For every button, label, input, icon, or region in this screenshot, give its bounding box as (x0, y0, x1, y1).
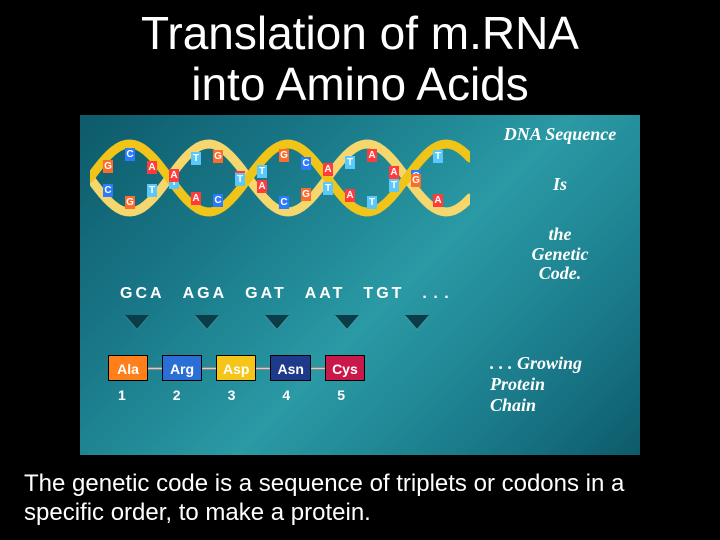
genetic-code-diagram: GCCGATTATAGCATTAGCCGTATAATATCGTA DNA Seq… (80, 115, 640, 455)
position-numbers: 1 2 3 4 5 (118, 387, 478, 403)
base-top: A (389, 166, 399, 179)
position-number: 5 (337, 387, 345, 403)
base-bottom: A (169, 169, 179, 182)
amino-acid-box: Arg (162, 355, 202, 381)
dna-sequence-label: DNA Sequence (490, 125, 630, 145)
codon: TGT (363, 285, 404, 303)
chain-link (148, 367, 162, 370)
chain-link (256, 367, 270, 370)
title-line-1: Translation of m.RNA (141, 7, 579, 59)
down-arrow-icon (405, 315, 429, 329)
amino-acid-box: Cys (325, 355, 365, 381)
base-bottom: T (147, 184, 157, 197)
is-label: Is (490, 175, 630, 195)
base-top: T (345, 156, 355, 169)
base-top: T (323, 182, 333, 195)
down-arrow-icon (265, 315, 289, 329)
amino-acid-box: Asp (216, 355, 256, 381)
base-bottom: A (191, 192, 201, 205)
protein-chain: Ala Arg Asp Asn Cys (108, 355, 488, 381)
dna-helix: GCCGATTATAGCATTAGCCGTATAATATCGTA (90, 123, 470, 233)
codon: AGA (183, 285, 228, 303)
base-bottom: A (323, 163, 333, 176)
base-top: G (279, 149, 289, 162)
side-labels-top: DNA Sequence Is the Genetic Code. (490, 125, 630, 298)
base-bottom: T (389, 179, 399, 192)
base-bottom: A (433, 194, 443, 207)
codon: GCA (120, 285, 165, 303)
codon-dots: . . . (422, 285, 449, 303)
base-bottom: A (257, 180, 267, 193)
base-top: A (367, 149, 377, 162)
position-number: 3 (228, 387, 236, 403)
position-number: 2 (173, 387, 181, 403)
base-top: G (103, 160, 113, 173)
amino-acid-box: Asn (270, 355, 310, 381)
amino-acid-box: Ala (108, 355, 148, 381)
codon: GAT (245, 285, 287, 303)
chain-link (311, 367, 325, 370)
title-line-2: into Amino Acids (191, 58, 529, 110)
base-bottom: C (103, 184, 113, 197)
base-bottom: G (125, 196, 135, 209)
arrow-row (125, 315, 485, 329)
position-number: 4 (282, 387, 290, 403)
base-top: A (147, 161, 157, 174)
position-number: 1 (118, 387, 126, 403)
base-bottom: A (345, 189, 355, 202)
base-top: G (213, 150, 223, 163)
base-top: C (125, 148, 135, 161)
down-arrow-icon (195, 315, 219, 329)
genetic-code-label: the Genetic Code. (490, 225, 630, 284)
down-arrow-icon (335, 315, 359, 329)
base-top: C (301, 157, 311, 170)
base-top: T (191, 152, 201, 165)
chain-link (202, 367, 216, 370)
slide-title: Translation of m.RNA into Amino Acids (0, 0, 720, 115)
down-arrow-icon (125, 315, 149, 329)
base-top: T (257, 165, 267, 178)
base-bottom: T (367, 196, 377, 209)
codon: AAT (305, 285, 346, 303)
base-bottom: G (411, 174, 421, 187)
caption-text: The genetic code is a sequence of triple… (24, 470, 696, 528)
base-bottom: C (213, 194, 223, 207)
base-bottom: C (279, 196, 289, 209)
base-bottom: T (235, 173, 245, 186)
base-bottom: G (301, 188, 311, 201)
growing-chain-label: . . . Growing Protein Chain (490, 353, 630, 415)
codon-row: GCA AGA GAT AAT TGT . . . (120, 285, 460, 303)
base-top: T (433, 150, 443, 163)
